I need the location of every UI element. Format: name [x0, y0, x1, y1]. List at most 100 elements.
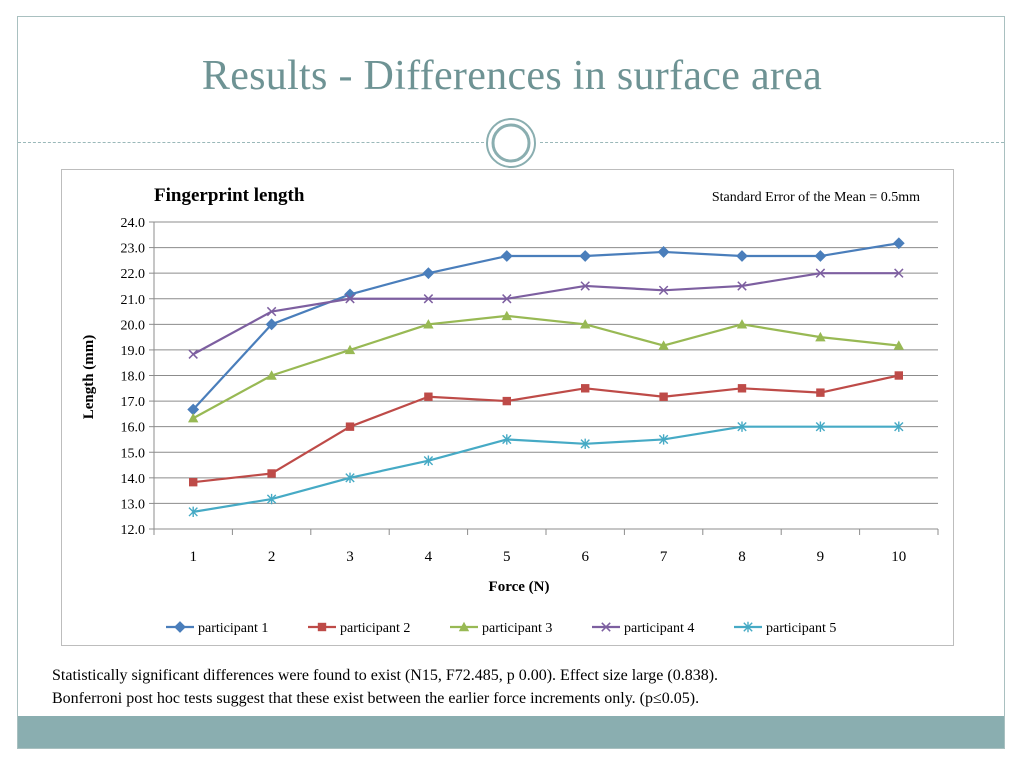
y-tick-label: 22.0	[121, 267, 146, 282]
legend-label: participant 2	[340, 621, 410, 636]
legend-item: participant 1	[166, 621, 268, 636]
x-axis-label: Force (N)	[489, 579, 550, 595]
data-point	[188, 506, 198, 518]
legend-label: participant 3	[482, 621, 552, 636]
y-axis-ticks: 12.0 13.0 14.0 15.0 16.0 17.0 18.0 19.0 20.0 21.0…	[121, 216, 154, 538]
legend-marker	[174, 621, 186, 633]
x-axis-ticks: 1 2 3 4 5 6 7 8 9 10	[153, 529, 939, 565]
data-point	[894, 268, 904, 278]
series-3	[188, 310, 904, 423]
data-point	[892, 237, 905, 250]
data-point	[502, 294, 512, 304]
data-point	[736, 319, 748, 329]
data-point	[265, 318, 278, 331]
y-tick-label: 23.0	[121, 242, 146, 257]
data-point	[658, 285, 669, 296]
series-line	[193, 425, 899, 513]
x-tick-label: 8	[738, 549, 746, 565]
data-point	[737, 384, 747, 393]
data-point	[345, 472, 355, 484]
data-point	[266, 493, 277, 505]
data-point	[424, 392, 433, 401]
data-point	[579, 250, 592, 262]
chart-annotation: Standard Error of the Mean = 0.5mm	[712, 190, 920, 205]
data-point	[814, 250, 827, 262]
data-point	[267, 469, 276, 478]
data-point	[816, 388, 825, 397]
chart-axes	[153, 222, 938, 530]
data-point	[423, 319, 434, 329]
legend-marker	[743, 621, 753, 633]
data-point	[894, 371, 903, 380]
slide-title: Results - Differences in surface area	[201, 53, 823, 99]
chart-title: Fingerprint length	[154, 185, 305, 206]
y-axis-label: Length (mm)	[81, 335, 97, 420]
series-line	[193, 374, 900, 484]
data-point	[500, 250, 513, 262]
circle-ornament-icon	[486, 118, 536, 168]
data-point	[188, 413, 199, 423]
x-tick-label: 10	[891, 549, 906, 565]
series-2	[189, 371, 903, 487]
data-point	[344, 344, 356, 355]
legend-item: participant 3	[450, 621, 552, 636]
data-point	[345, 294, 355, 304]
data-point	[658, 340, 669, 350]
slide-frame	[17, 16, 1005, 749]
chart-legend: participant 1 participant 2 participant 3 p…	[166, 621, 836, 636]
y-tick-label: 17.0	[121, 395, 146, 410]
series-5	[188, 421, 904, 518]
data-point	[659, 392, 668, 401]
data-point	[422, 267, 435, 280]
legend-item: participant 4	[592, 621, 694, 636]
data-point	[580, 281, 590, 291]
x-tick-label: 1	[189, 549, 197, 565]
legend-marker	[317, 622, 327, 632]
x-tick-label: 7	[660, 549, 668, 565]
data-point	[189, 477, 198, 487]
legend-label: participant 1	[198, 621, 268, 636]
data-point	[815, 331, 826, 342]
data-point	[580, 438, 590, 450]
x-tick-label: 9	[817, 549, 825, 565]
chart-container: Fingerprint length Standard Error of the…	[61, 169, 954, 646]
x-tick-label: 6	[581, 549, 589, 565]
y-tick-label: 13.0	[121, 497, 146, 512]
legend-marker	[601, 622, 611, 632]
legend-label: participant 5	[766, 621, 836, 636]
x-tick-label: 5	[503, 549, 511, 565]
title-divider-left	[18, 142, 484, 143]
results-caption: Statistically significant differences we…	[52, 664, 992, 710]
data-point	[737, 421, 747, 432]
series-line	[192, 314, 899, 420]
data-point	[502, 434, 512, 445]
series-1	[187, 237, 905, 416]
data-point	[423, 455, 434, 466]
data-point	[657, 246, 670, 258]
data-point	[581, 384, 590, 393]
data-point	[423, 294, 434, 304]
data-point	[266, 370, 277, 380]
y-tick-label: 14.0	[121, 472, 146, 487]
y-tick-label: 19.0	[121, 344, 146, 359]
chart-series	[187, 237, 905, 518]
data-point	[815, 421, 826, 432]
caption-line-2: Bonferroni post hoc tests suggest that t…	[52, 690, 700, 707]
data-point	[893, 340, 904, 350]
legend-marker	[458, 621, 470, 632]
y-tick-label: 24.0	[121, 216, 146, 231]
y-tick-label: 15.0	[121, 446, 146, 461]
y-tick-label: 12.0	[121, 523, 146, 538]
data-point	[188, 349, 198, 359]
legend-label: participant 4	[624, 621, 694, 636]
y-tick-label: 20.0	[121, 318, 146, 333]
x-tick-label: 4	[425, 549, 433, 565]
legend-item: participant 5	[734, 621, 836, 636]
y-tick-label: 16.0	[121, 421, 146, 436]
data-point	[345, 422, 355, 431]
title-divider-right	[540, 142, 1004, 143]
caption-line-1: Statistically significant differences we…	[52, 667, 719, 684]
data-point	[580, 319, 591, 329]
data-point	[502, 396, 511, 406]
data-point	[894, 421, 904, 432]
